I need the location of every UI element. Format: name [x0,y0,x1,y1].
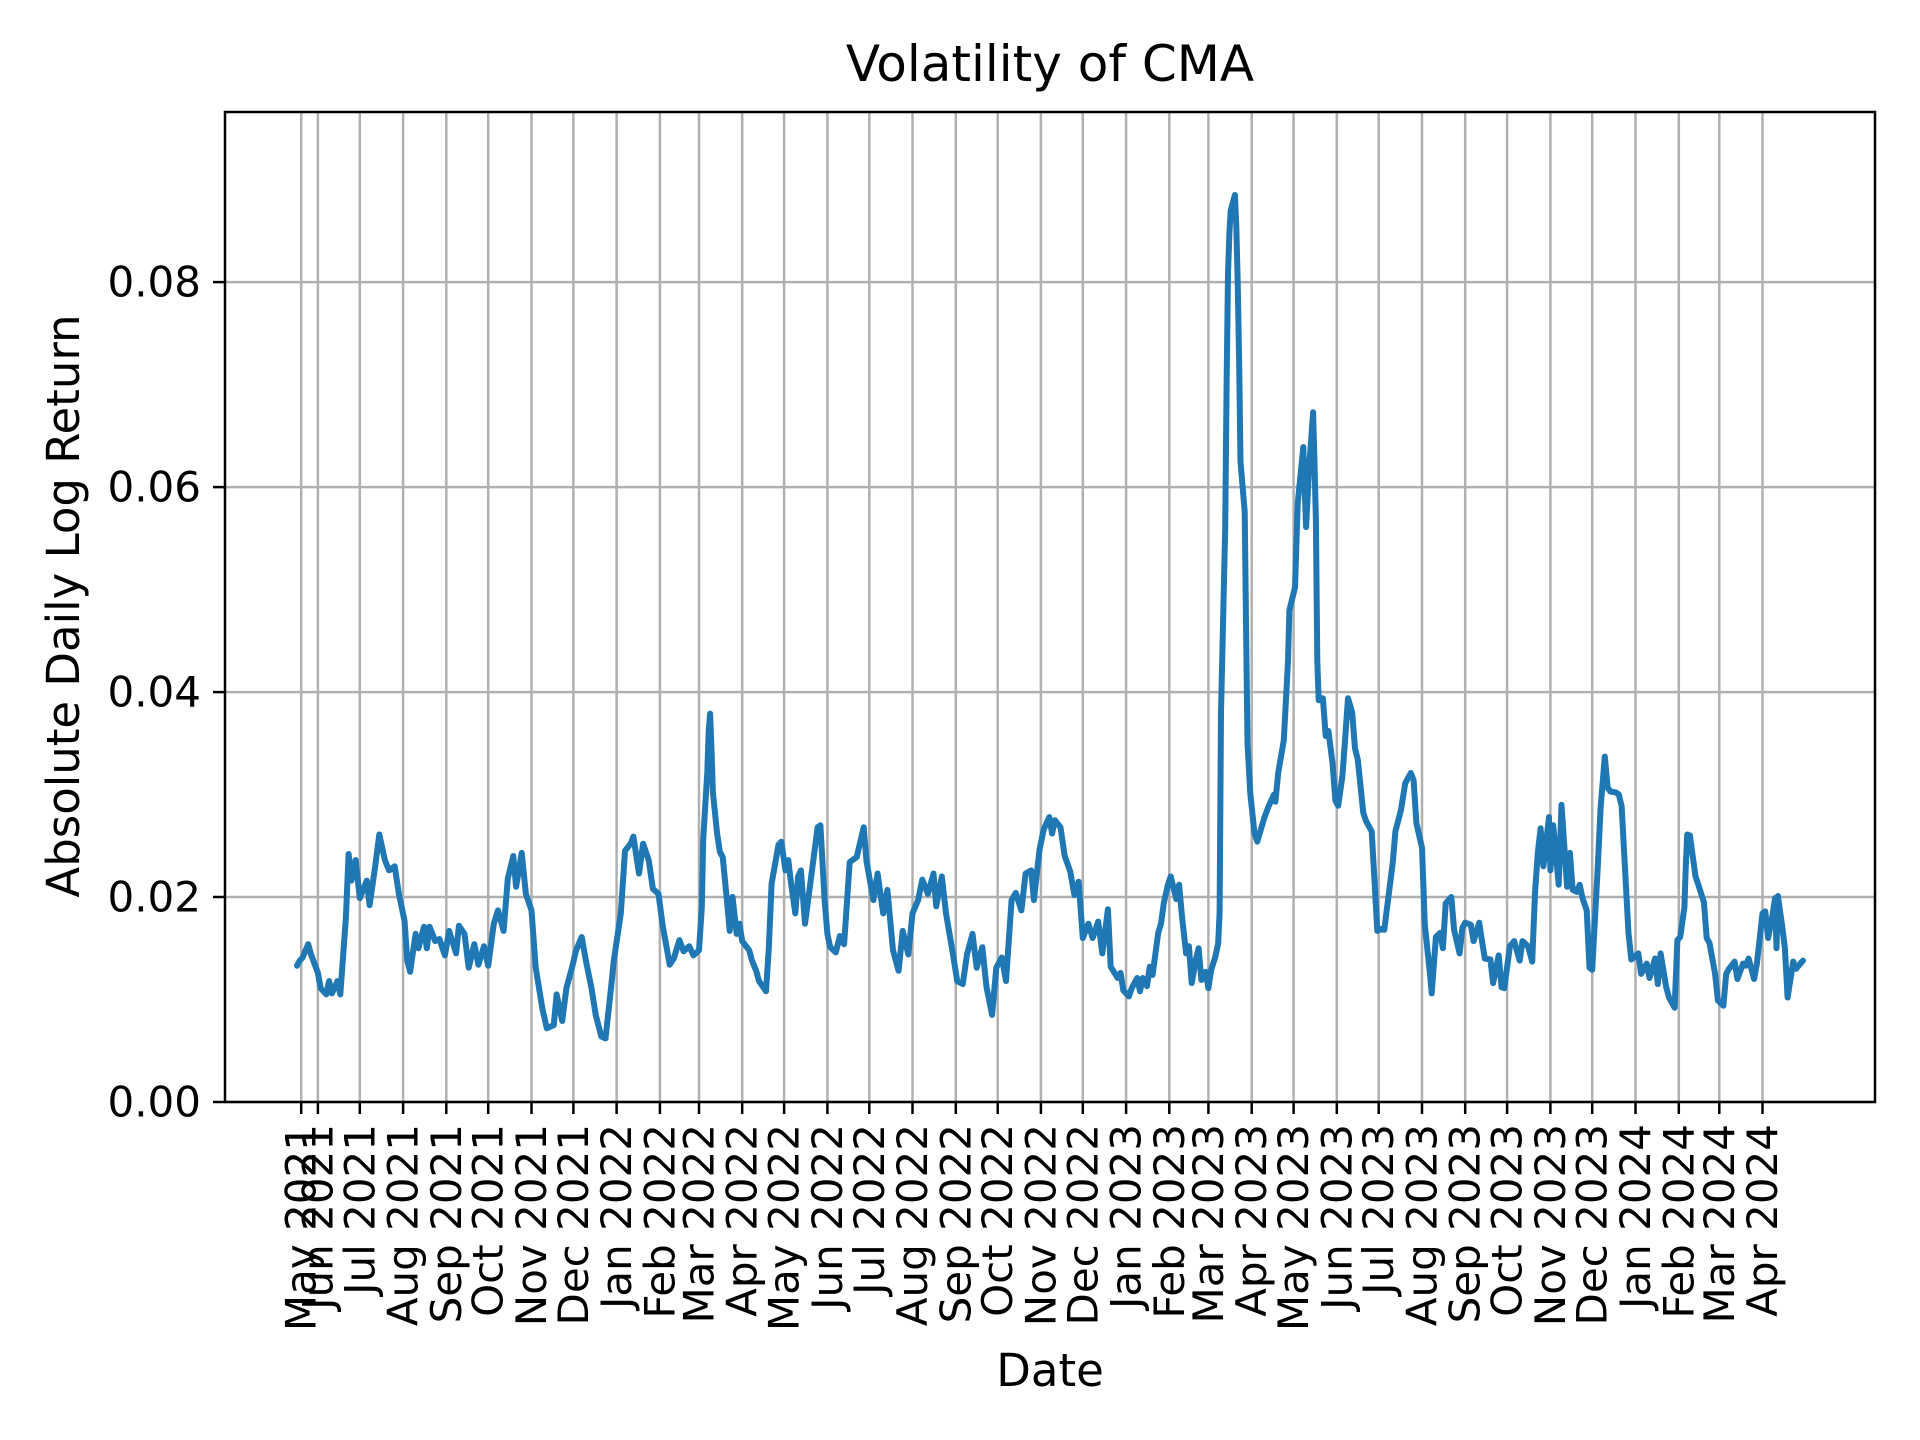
x-tick-label: Nov 2023 [1526,1124,1575,1326]
y-tick-label: 0.00 [107,1078,201,1127]
x-tick-label: Jun 2021 [293,1124,342,1313]
x-tick-label: Mar 2023 [1184,1124,1233,1323]
x-tick-label: Feb 2024 [1654,1124,1703,1319]
x-tick-label: Feb 2023 [1145,1124,1194,1319]
x-tick-label: Sep 2021 [422,1124,471,1323]
x-tick-label: Feb 2022 [635,1124,684,1319]
x-tick-label: Jun 2023 [1312,1124,1361,1313]
x-tick-label: Nov 2021 [507,1124,556,1326]
x-axis-title: Date [996,1344,1104,1397]
x-tick-label: Mar 2024 [1695,1124,1744,1323]
x-tick-label: Nov 2022 [1016,1124,1065,1326]
x-tick-label: Dec 2022 [1058,1124,1107,1326]
x-tick-label: Jan 2024 [1611,1124,1660,1312]
x-tick-label: Oct 2023 [1483,1124,1532,1317]
x-tick-label: Aug 2022 [888,1124,937,1326]
x-tick-label: Oct 2021 [464,1124,513,1317]
chart-title: Volatility of CMA [845,35,1255,93]
x-tick-label: May 2021 [277,1124,326,1331]
y-tick-label: 0.06 [107,463,201,512]
x-tick-label: Jul 2023 [1354,1124,1403,1298]
x-tick-label: Jul 2022 [845,1124,894,1298]
x-tick-label: Jul 2021 [335,1124,384,1298]
x-tick-label: Mar 2022 [675,1124,724,1323]
x-tick-label: Apr 2023 [1227,1124,1276,1317]
x-tick-label: May 2022 [760,1124,809,1331]
x-tick-label: Aug 2023 [1398,1124,1447,1326]
y-tick-label: 0.08 [107,258,201,307]
x-tick-label: Sep 2022 [931,1124,980,1323]
x-tick-label: Aug 2021 [379,1124,428,1326]
x-tick-label: Jan 2022 [592,1124,641,1312]
x-tick-label: Jan 2023 [1102,1124,1151,1312]
x-tick-label: Dec 2021 [549,1124,598,1326]
x-tick-label: Dec 2023 [1568,1124,1617,1326]
x-tick-label: Oct 2022 [973,1124,1022,1317]
x-tick-label: May 2023 [1269,1124,1318,1331]
axes-frame [223,110,1877,1104]
x-tick-label: Apr 2022 [718,1124,767,1317]
volatility-line [294,192,1806,1042]
y-tick-label: 0.02 [107,873,201,922]
y-axis-title: Absolute Daily Log Return [37,314,91,898]
x-tick-label: Jun 2022 [803,1124,852,1313]
x-tick-label: Sep 2023 [1441,1124,1490,1323]
y-tick-label: 0.04 [107,668,201,717]
x-tick-label: Apr 2024 [1738,1124,1787,1317]
